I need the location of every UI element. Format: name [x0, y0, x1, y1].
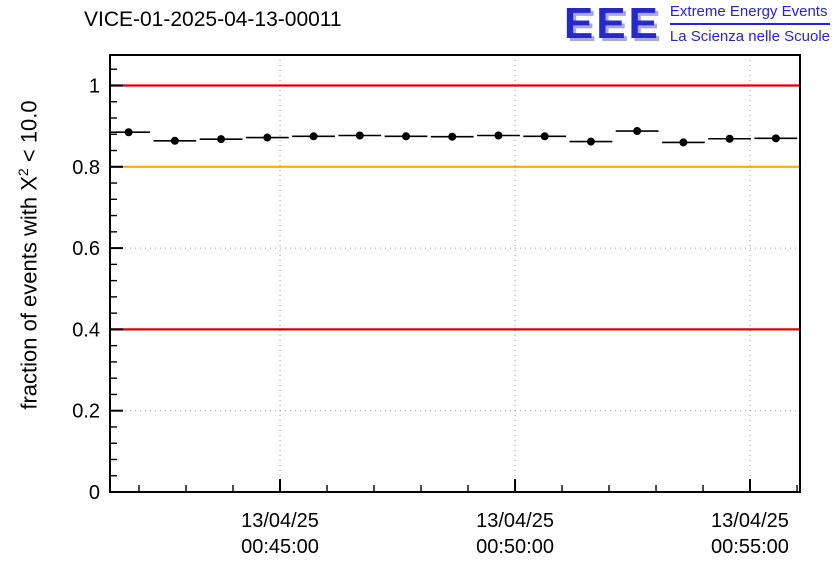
y-axis-tick-label: 0.8: [72, 157, 100, 179]
x-axis-tick-label-time: 00:55:00: [711, 536, 789, 558]
y-axis-tick-label: 0.2: [72, 401, 100, 423]
data-point: [170, 136, 179, 145]
data-point: [355, 131, 364, 140]
x-axis-tick-label-date: 13/04/25: [241, 510, 319, 532]
data-point: [402, 132, 411, 141]
data-point: [771, 134, 780, 143]
eee-logo-text: Extreme Energy Events La Scienza nelle S…: [669, 3, 830, 45]
chart-title: VICE-01-2025-04-13-00011: [84, 8, 342, 31]
eee-logo: EEE Extreme Energy Events La Scienza nel…: [563, 0, 830, 49]
y-axis-tick-label: 0.4: [72, 319, 100, 341]
x-axis-tick-label-date: 13/04/25: [711, 510, 789, 532]
data-point: [263, 133, 272, 142]
x-axis-tick-label-date: 13/04/25: [476, 510, 554, 532]
eee-logo-line1: Extreme Energy Events: [669, 3, 830, 25]
data-point: [633, 127, 642, 136]
y-axis-tick-label: 0.6: [72, 238, 100, 260]
y-axis-tick-label: 1: [89, 75, 100, 97]
y-axis-tick-label: 0: [89, 482, 100, 504]
eee-logo-letters: EEE: [563, 0, 661, 49]
data-point: [124, 128, 133, 137]
x-axis-tick-label-time: 00:45:00: [241, 536, 319, 558]
data-point: [494, 131, 503, 140]
eee-logo-line2: La Scienza nelle Scuole: [669, 28, 830, 45]
plot-frame: [109, 54, 801, 493]
data-point: [679, 138, 688, 147]
data-point: [309, 132, 318, 141]
data-point: [725, 134, 734, 143]
data-point: [448, 132, 457, 141]
data-point: [217, 135, 226, 144]
x-axis-tick-label-time: 00:50:00: [476, 536, 554, 558]
data-point: [540, 132, 549, 141]
data-point: [586, 137, 595, 146]
